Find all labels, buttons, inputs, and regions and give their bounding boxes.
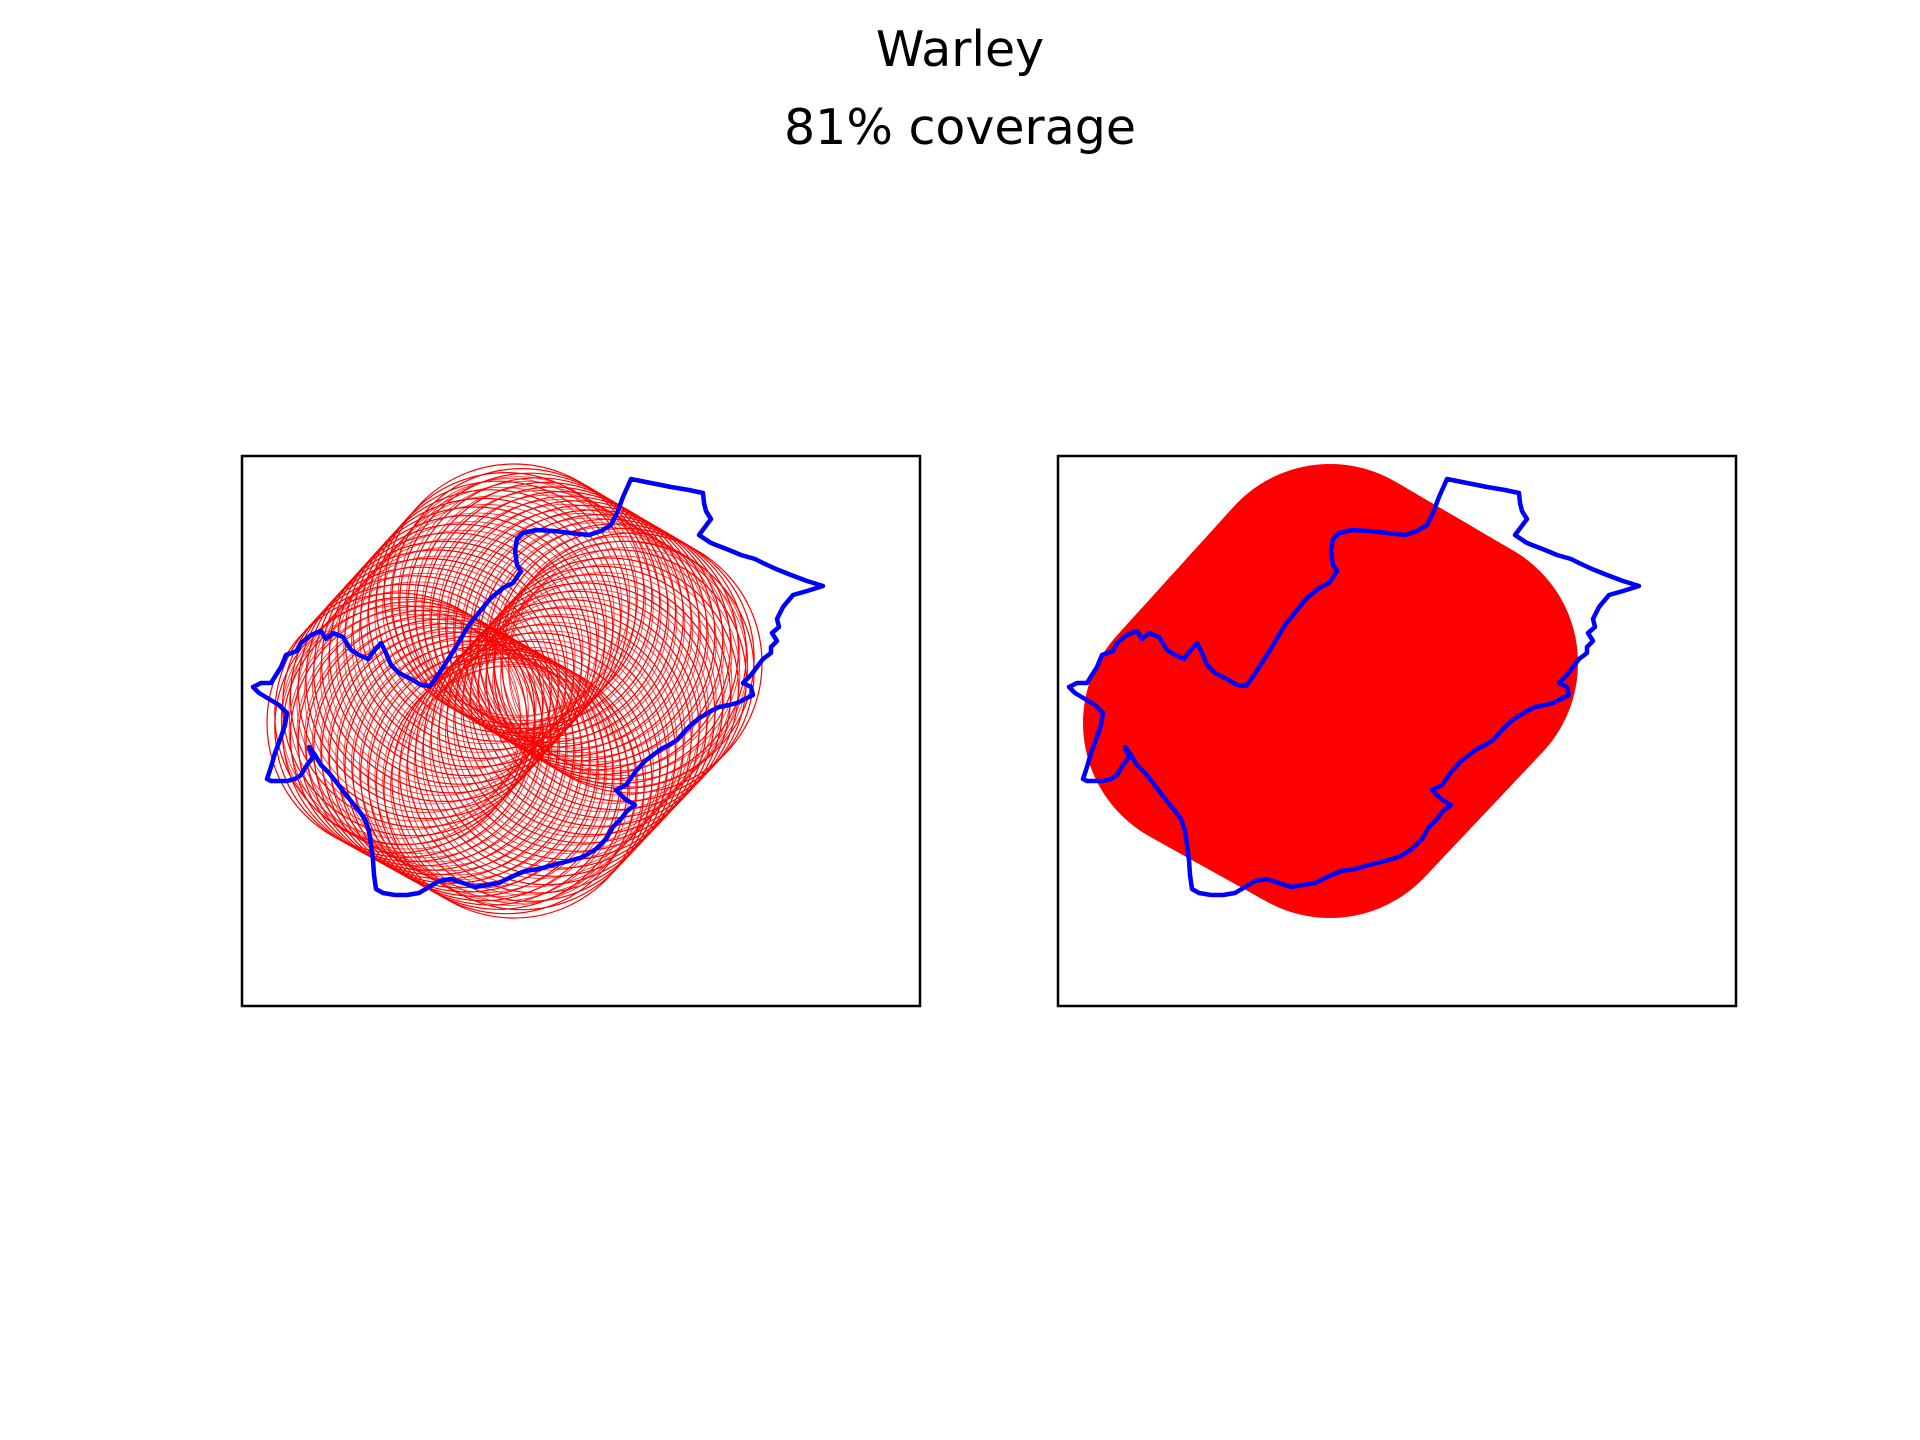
coverage-ring: [288, 609, 529, 850]
coverage-ring: [508, 547, 749, 788]
coverage-subtitle: 81% coverage: [784, 99, 1136, 156]
coverage-ring: [391, 468, 653, 730]
warley-boundary: [250, 476, 826, 898]
coverage-ring: [476, 522, 717, 763]
coverage-ring: [358, 512, 599, 753]
coverage-ring: [500, 536, 741, 777]
coverage-ring: [343, 529, 584, 770]
coverage-ring: [374, 495, 615, 736]
coverage-ring: [492, 563, 733, 804]
coverage-ring: [327, 631, 568, 872]
coverage-ring: [312, 564, 553, 805]
coverage-ring: [468, 588, 709, 829]
coverage-ring: [375, 472, 637, 734]
coverage-ring: [445, 503, 686, 744]
axes-frame: [240, 454, 922, 1008]
coverage-ring: [367, 480, 629, 742]
coverage-ring: [438, 495, 700, 757]
coverage-ring: [374, 657, 615, 898]
coverage-ring: [304, 572, 545, 813]
coverage-ring: [407, 477, 669, 739]
coverage-ring: [383, 463, 645, 725]
coverage-ring: [492, 531, 733, 772]
coverage-panel-circles: [240, 454, 922, 1008]
coverage-ring: [460, 513, 701, 754]
coverage-ring: [422, 615, 684, 877]
coverage-ring: [321, 532, 583, 794]
coverage-ring: [336, 515, 598, 777]
coverage-ring: [383, 657, 645, 919]
coverage-ring: [343, 639, 584, 880]
coverage-ring: [413, 485, 654, 726]
warley-boundary: [1066, 476, 1642, 898]
map-title: Warley: [875, 21, 1045, 78]
coverage-rings: [266, 463, 763, 919]
coverage-ring: [429, 494, 670, 735]
coverage-ring: [414, 624, 677, 886]
coverage-panel-merged: [1056, 454, 1738, 1008]
coverage-ring: [429, 630, 670, 871]
coverage-ring: [375, 653, 637, 915]
coverage-ring: [399, 472, 661, 734]
coverage-ring: [351, 521, 592, 762]
coverage-ring: [477, 557, 739, 819]
coverage-ring: [274, 596, 536, 858]
coverage-ring: [405, 480, 646, 721]
coverage-ring: [399, 640, 661, 902]
coverage-ring: [288, 590, 529, 831]
coverage-ring: [297, 558, 559, 820]
coverage-ring: [468, 517, 709, 758]
coverage-ring: [484, 572, 725, 813]
coverage-ring: [327, 547, 568, 788]
coverage-ring: [319, 626, 560, 867]
coverage-disc: [1205, 651, 1466, 912]
coverage-ring: [413, 647, 654, 888]
coverage-ring: [421, 638, 662, 879]
axes-frame: [1056, 454, 1738, 1008]
coverage-circles-map: [240, 454, 922, 1008]
coverage-ring: [405, 655, 646, 896]
coverage-ring: [430, 607, 692, 869]
coverage-ring: [430, 491, 692, 753]
coverage-ring: [391, 649, 653, 911]
coverage-ring: [469, 565, 732, 827]
coverage-ring: [289, 605, 551, 867]
coverage-ring: [397, 476, 638, 717]
coverage-ring: [407, 632, 669, 894]
coverage-ring: [421, 490, 662, 731]
coverage-ring: [476, 580, 717, 821]
coverage-ring: [335, 538, 576, 779]
coverage-ring: [397, 663, 638, 904]
coverage-ring: [328, 523, 590, 785]
merged-coverage-map: [1056, 454, 1738, 1008]
coverage-ring: [437, 499, 678, 740]
coverage-ring: [382, 486, 623, 727]
coverage-ring: [319, 555, 560, 796]
coverage-ring: [305, 614, 567, 876]
coverage-ring: [366, 504, 607, 745]
coverage-ring: [414, 481, 677, 743]
coverage-union: [1083, 464, 1578, 918]
coverage-ring: [390, 478, 631, 719]
